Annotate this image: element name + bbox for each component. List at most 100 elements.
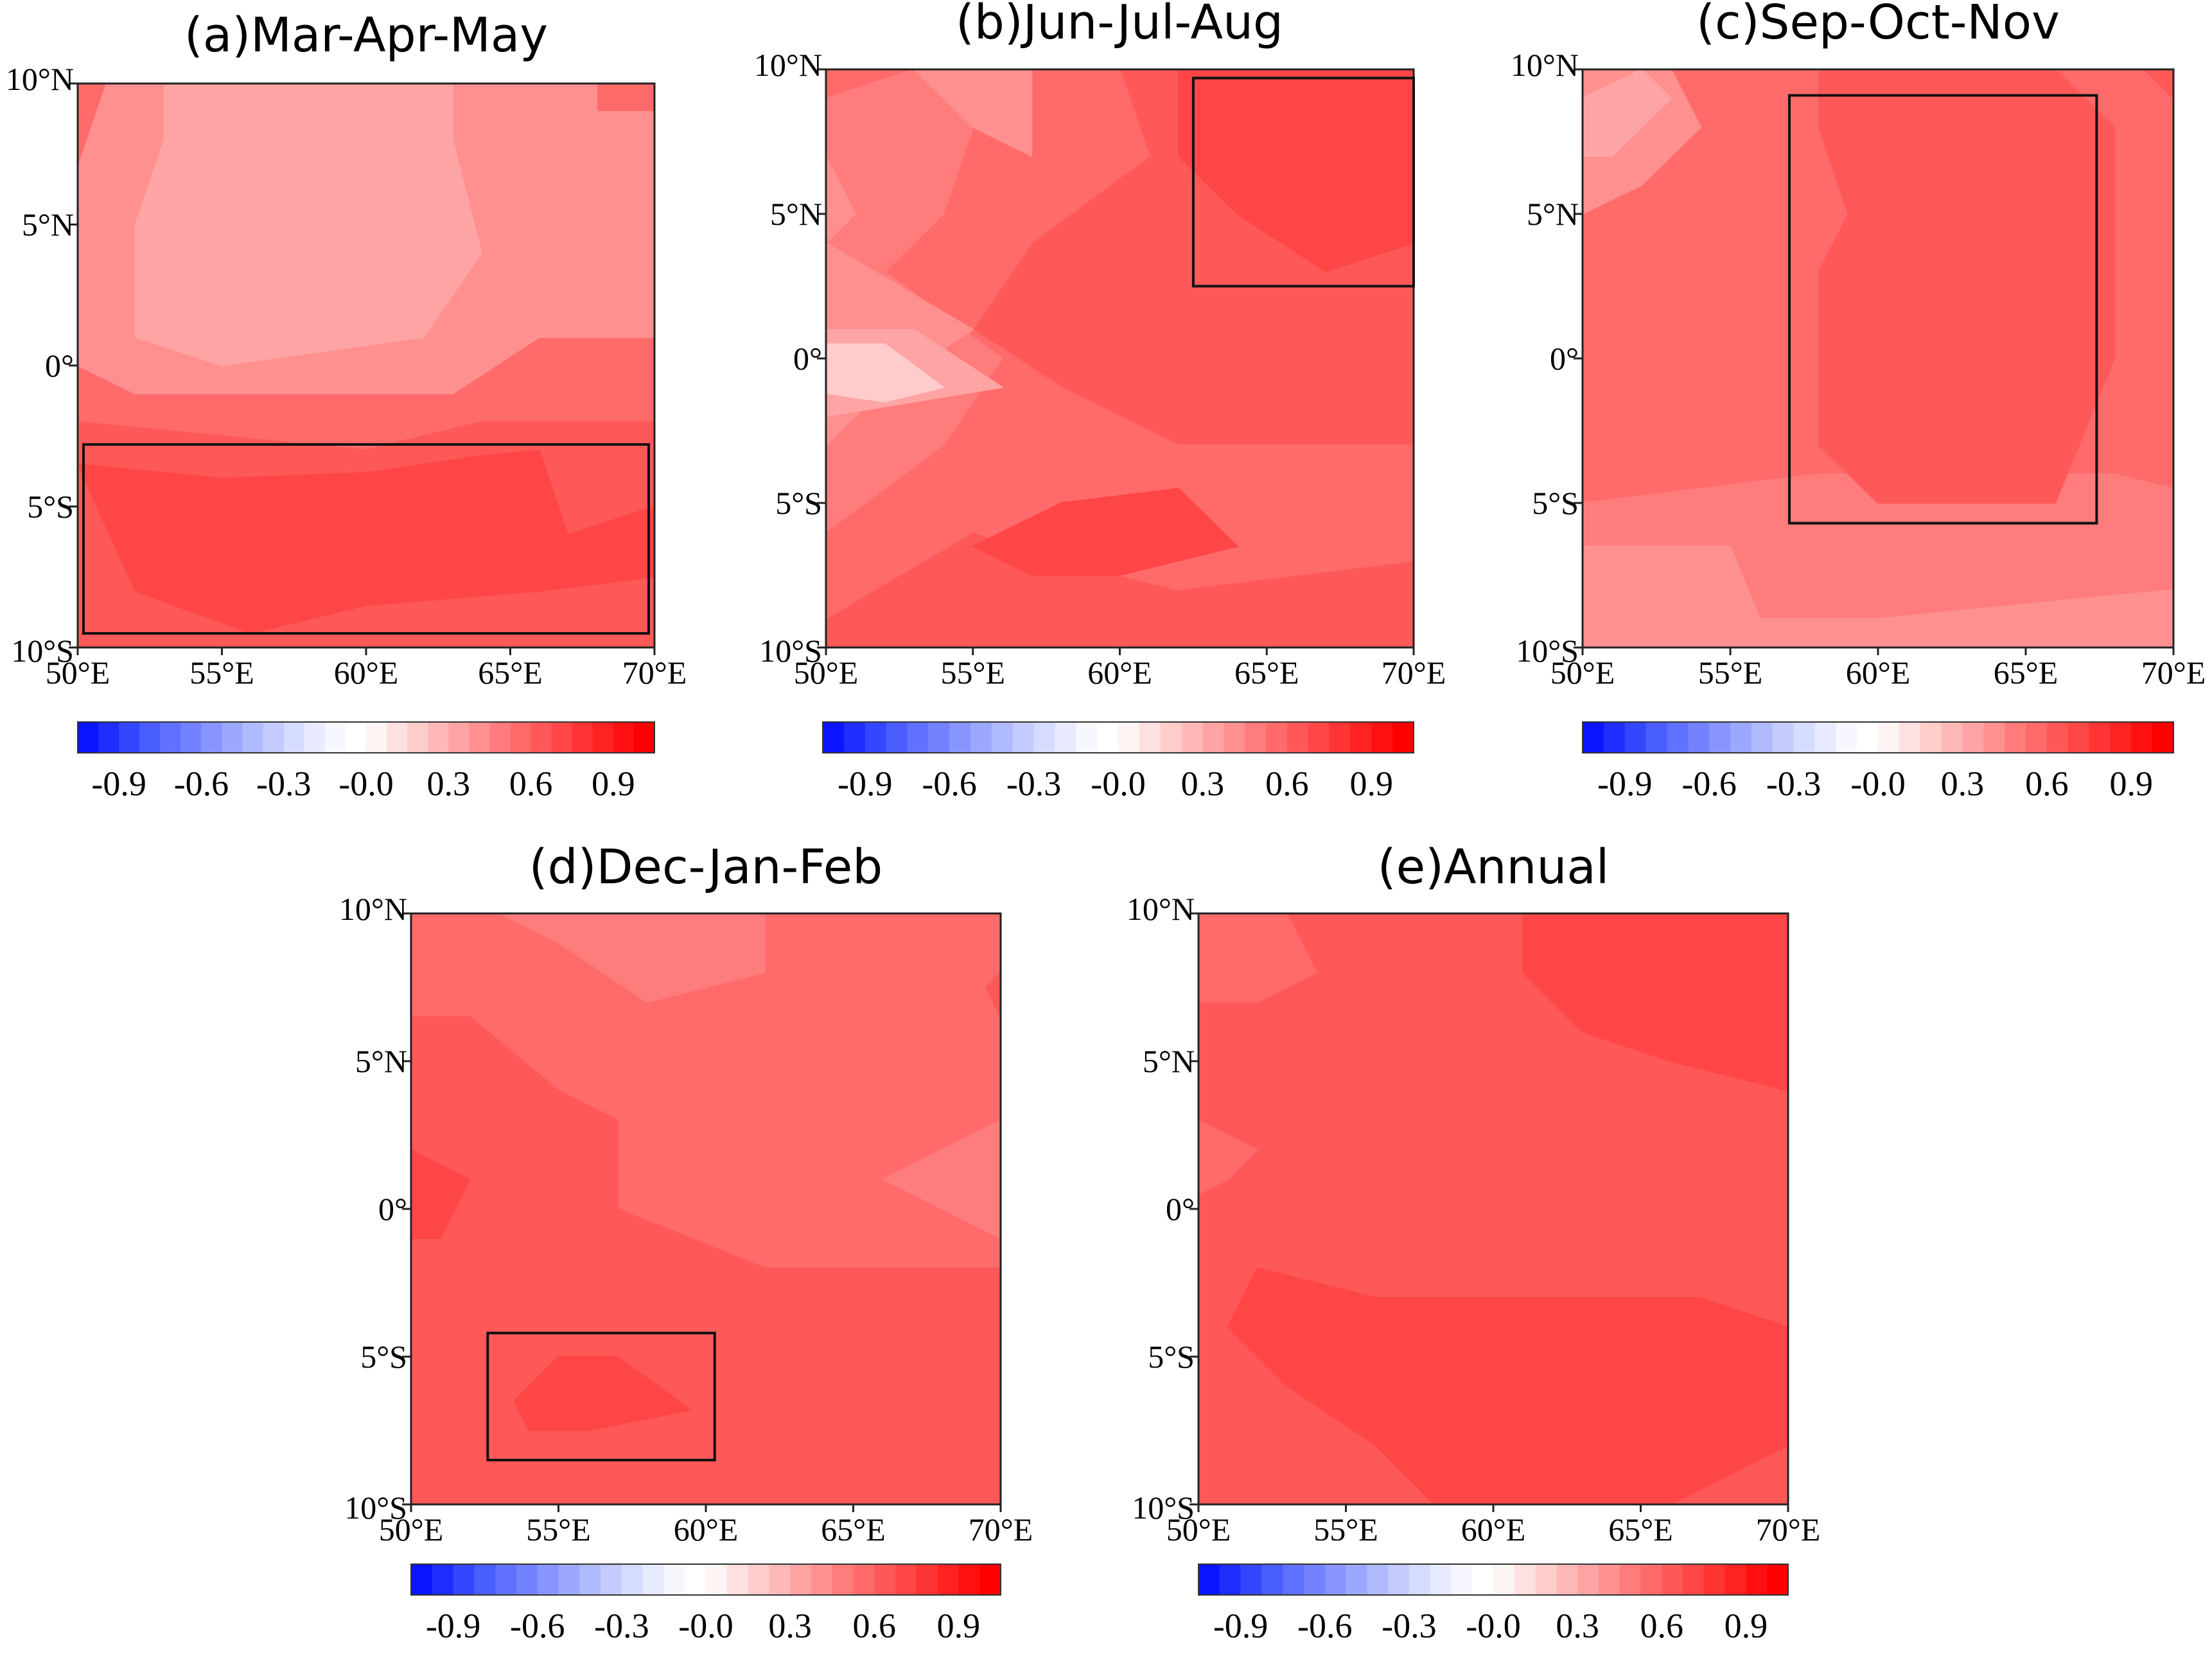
colorbar-swatch [304, 722, 326, 753]
colorbar-swatch [991, 722, 1014, 753]
colorbar-tick-label: 0.3 [1941, 764, 1985, 803]
colorbar-swatch [139, 722, 161, 753]
colorbar-swatch [895, 1564, 917, 1595]
colorbar-swatch [2067, 722, 2090, 753]
colorbar-tick-label: -0.6 [174, 764, 229, 803]
colorbar-swatch [1683, 1564, 1705, 1595]
x-tick-label: 55°E [1313, 1511, 1378, 1547]
colorbar-swatch [1703, 1564, 1726, 1595]
colorbar-tick-label: -0.0 [338, 764, 393, 803]
colorbar-swatch [979, 1564, 1001, 1595]
colorbar-swatch [1303, 1564, 1326, 1595]
colorbar-swatch [1878, 722, 1900, 753]
colorbar-swatch [1793, 722, 1816, 753]
colorbar: -0.9 -0.6 -0.3 -0.0 0.3 0.6 0.9 [822, 721, 1414, 803]
contour-region [1522, 913, 1788, 1091]
colorbar-swatch [970, 722, 992, 753]
colorbar-tick-label: 0.3 [1556, 1607, 1599, 1645]
colorbar-swatch [621, 1564, 644, 1595]
x-tick-label: 60°E [1461, 1511, 1526, 1547]
y-tick-label: 10°S [1132, 1490, 1195, 1526]
colorbar-swatch [119, 722, 140, 753]
y-tick-label: 10°N [754, 47, 822, 83]
colorbar-swatch [1139, 722, 1161, 753]
y-tick-label: 5°S [360, 1339, 407, 1375]
contour-region [1227, 1267, 1788, 1504]
panel-title: (b)Jun-Jul-Aug [956, 0, 1283, 50]
contour-region [498, 913, 766, 1003]
colorbar-swatch [1667, 722, 1689, 753]
colorbar-tick-label: -0.9 [838, 764, 892, 803]
colorbar-swatch [1202, 722, 1224, 753]
y-tick-label: 10°S [1516, 633, 1579, 669]
x-tick-label: 55°E [189, 655, 254, 691]
colorbar-swatch [2089, 722, 2111, 753]
y-tick-label: 10°S [11, 633, 74, 669]
x-tick-label: 60°E [1087, 655, 1152, 691]
colorbar-swatch [2152, 722, 2174, 753]
colorbar-swatch [601, 1564, 622, 1595]
x-tick-label: 70°E [1382, 655, 1446, 691]
colorbar-swatch [1219, 1564, 1242, 1595]
x-tick-label: 65°E [1234, 655, 1299, 691]
colorbar-tick-label: 0.9 [1725, 1607, 1768, 1645]
x-tick-label: 50°E [46, 655, 110, 691]
colorbar-tick-label: 0.9 [2110, 764, 2154, 803]
contour-region [2143, 69, 2173, 99]
x-tick-label: 70°E [969, 1511, 1033, 1547]
colorbar-swatch [469, 722, 491, 753]
colorbar-swatch [453, 1564, 475, 1595]
x-tick-label: 70°E [2141, 655, 2206, 691]
colorbar-swatch [1224, 722, 1245, 753]
colorbar-tick-label: 0.3 [1181, 764, 1225, 803]
panel-title: (e)Annual [1378, 840, 1610, 895]
colorbar-swatch [633, 722, 655, 753]
panel-a: (a)Mar-Apr-May 10°N 5°N 0° 5°S 10°S50°E 55°E 60… [6, 8, 687, 803]
colorbar-swatch [790, 1564, 812, 1595]
colorbar-tick-label: -0.3 [1766, 764, 1821, 803]
colorbar-swatch [489, 722, 511, 753]
colorbar-swatch [407, 722, 428, 753]
colorbar-swatch [1371, 722, 1393, 753]
colorbar-swatch [1430, 1564, 1452, 1595]
colorbar-swatch [428, 722, 449, 753]
colorbar-swatch [1451, 1564, 1473, 1595]
colorbar-tick-label: -0.0 [1850, 764, 1905, 803]
colorbar-swatch [448, 722, 470, 753]
colorbar-swatch [865, 722, 887, 753]
colorbar-swatch [1583, 722, 1604, 753]
colorbar-swatch [551, 722, 573, 753]
colorbar-swatch [1751, 722, 1773, 753]
colorbar-swatch [1472, 1564, 1494, 1595]
contour-region [913, 69, 1033, 157]
colorbar-tick-label: -0.9 [91, 764, 146, 803]
colorbar-tick-label: -0.9 [426, 1607, 480, 1645]
x-tick-label: 55°E [1698, 655, 1763, 691]
colorbar-tick-label: 0.9 [1350, 764, 1394, 803]
y-tick-label: 10°N [1127, 891, 1195, 927]
colorbar-swatch [1899, 722, 1921, 753]
colorbar-swatch [1920, 722, 1942, 753]
colorbar-swatch [1493, 1564, 1515, 1595]
contour-region [826, 69, 1414, 619]
y-tick-label: 5°S [1532, 485, 1579, 521]
colorbar-swatch [1577, 1564, 1599, 1595]
colorbar-swatch [1535, 1564, 1557, 1595]
y-tick-label: 5°N [355, 1043, 407, 1079]
contour-region [1198, 1120, 1258, 1195]
colorbar-swatch [283, 722, 305, 753]
region-box [486, 1332, 716, 1461]
colorbar-swatch [1160, 722, 1182, 753]
y-tick-label: 0° [378, 1191, 407, 1227]
colorbar-swatch [1836, 722, 1857, 753]
colorbar-swatch [949, 722, 971, 753]
y-tick-label: 0° [1550, 340, 1579, 376]
region-box [1191, 76, 1415, 288]
colorbar-swatch [242, 722, 264, 753]
x-tick-label: 65°E [478, 655, 543, 691]
colorbar-swatch [1709, 722, 1731, 753]
colorbar-swatch [180, 722, 202, 753]
colorbar-frame [1582, 721, 2174, 753]
colorbar-swatch [1598, 1564, 1620, 1595]
